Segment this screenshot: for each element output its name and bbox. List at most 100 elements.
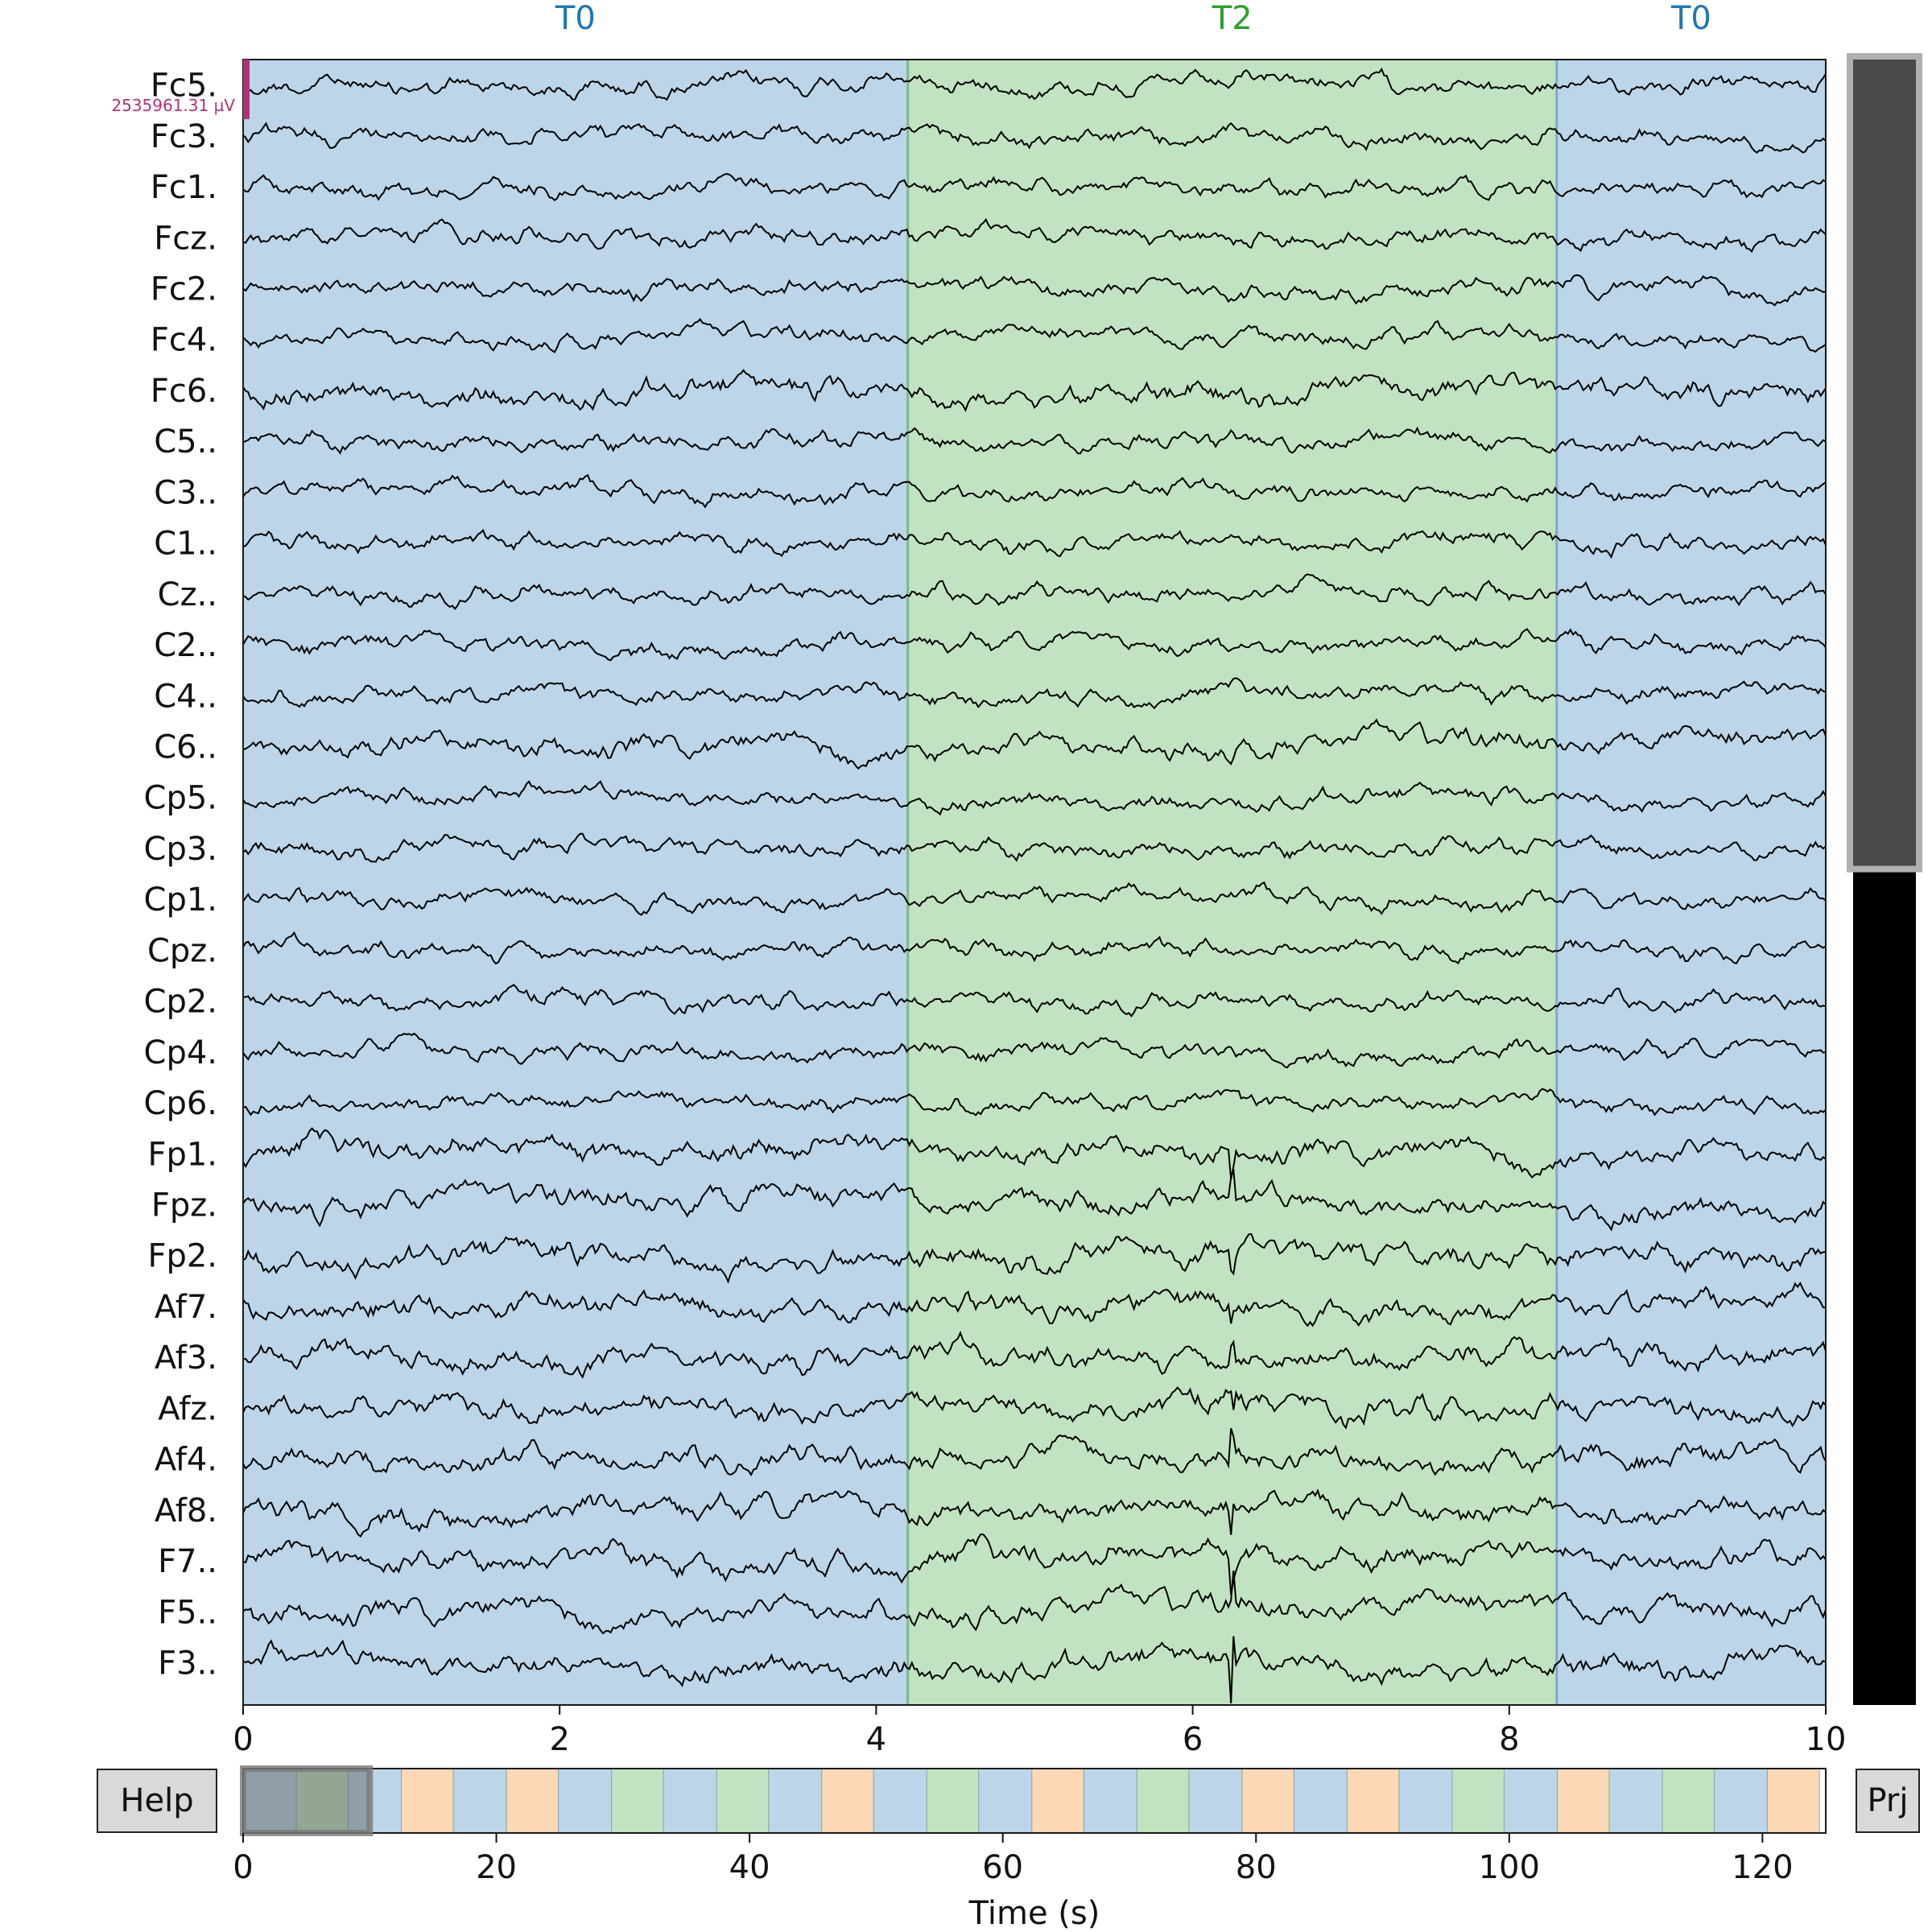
trace-Fc5[interactable] <box>242 67 1827 101</box>
trace-Cp4[interactable] <box>242 1032 1827 1069</box>
trace-C1[interactable] <box>242 529 1827 559</box>
trace-Cp3[interactable] <box>242 832 1827 863</box>
trace-Cz[interactable] <box>242 573 1827 611</box>
channel-label[interactable]: Cpz. <box>147 932 217 969</box>
overview-segment-15[interactable] <box>1031 1768 1084 1834</box>
trace-C6[interactable] <box>242 718 1827 770</box>
overview-segment-3[interactable] <box>401 1768 454 1834</box>
channel-label[interactable]: Af7. <box>155 1289 217 1326</box>
trace-Afz[interactable] <box>242 1386 1827 1430</box>
help-button[interactable]: Help <box>97 1769 217 1833</box>
channel-label[interactable]: Af3. <box>155 1340 217 1377</box>
overview-segment-8[interactable] <box>663 1768 717 1834</box>
overview-segment-27[interactable] <box>1662 1768 1715 1834</box>
trace-Fcz[interactable] <box>242 217 1827 254</box>
trace-Af7[interactable] <box>242 1282 1827 1327</box>
time-overview-bar[interactable]: 0 20 40 60 80 100 120 Time (s) <box>233 1765 1827 1932</box>
channel-label[interactable]: Fc4. <box>151 322 217 359</box>
channel-label[interactable]: Cp2. <box>144 984 217 1021</box>
trace-Af3[interactable] <box>242 1330 1827 1379</box>
channel-label[interactable]: Fc5. <box>151 68 217 105</box>
overview-segment-0[interactable] <box>242 1768 297 1834</box>
trace-Fp2[interactable] <box>242 1232 1827 1284</box>
scrollbar-thumb[interactable] <box>1847 53 1922 873</box>
overview-segment-5[interactable] <box>506 1768 559 1834</box>
trace-Fc3[interactable] <box>242 122 1827 155</box>
channel-label[interactable]: Afz. <box>158 1390 217 1427</box>
annotation-region-0[interactable] <box>243 60 908 1705</box>
trace-C3[interactable] <box>242 473 1827 509</box>
trace-F7[interactable] <box>242 1533 1827 1596</box>
channel-label[interactable]: Fc6. <box>151 373 217 410</box>
trace-C5[interactable] <box>242 426 1827 455</box>
overview-segment-16[interactable] <box>1083 1768 1137 1834</box>
overview-segment-13[interactable] <box>926 1768 980 1834</box>
overview-segment-9[interactable] <box>716 1768 770 1834</box>
plot-frame[interactable] <box>242 59 1827 1706</box>
overview-segment-21[interactable] <box>1346 1768 1400 1834</box>
overview-segment-1[interactable] <box>295 1768 349 1834</box>
overview-segment-6[interactable] <box>558 1768 613 1834</box>
overview-segment-25[interactable] <box>1557 1768 1610 1834</box>
trace-Fp1[interactable] <box>242 1127 1827 1180</box>
channel-label[interactable]: Cp3. <box>144 831 217 868</box>
annotation-region-2[interactable] <box>1556 60 1826 1705</box>
trace-Cp6[interactable] <box>242 1088 1827 1117</box>
trace-F5[interactable] <box>242 1571 1827 1635</box>
overview-segment-2[interactable] <box>348 1768 402 1834</box>
trace-Af4[interactable] <box>242 1428 1827 1477</box>
overview-segment-12[interactable] <box>873 1768 927 1834</box>
channel-label[interactable]: Fp1. <box>147 1136 217 1173</box>
overview-segment-7[interactable] <box>611 1768 664 1834</box>
overview-segment-10[interactable] <box>768 1768 823 1834</box>
trace-Cp5[interactable] <box>242 780 1827 816</box>
channel-label[interactable]: C5.. <box>154 423 217 460</box>
overview-segment-4[interactable] <box>452 1768 507 1834</box>
channel-label[interactable]: C6.. <box>154 729 217 766</box>
channel-label[interactable]: Cz.. <box>158 576 217 613</box>
overview-segment-28[interactable] <box>1714 1768 1769 1834</box>
overview-segment-17[interactable] <box>1136 1768 1190 1834</box>
trace-F3[interactable] <box>242 1636 1827 1704</box>
overview-segment-11[interactable] <box>821 1768 874 1834</box>
channel-label[interactable]: C1.. <box>154 526 217 563</box>
overview-segment-24[interactable] <box>1504 1768 1558 1834</box>
channel-label[interactable]: Fcz. <box>154 220 217 257</box>
channel-label[interactable]: Cp6. <box>144 1085 217 1122</box>
channel-label[interactable]: C3.. <box>154 474 217 511</box>
overview-segment-20[interactable] <box>1293 1768 1348 1834</box>
trace-Af8[interactable] <box>242 1488 1827 1538</box>
overview-segment-14[interactable] <box>978 1768 1033 1834</box>
overview-segment-22[interactable] <box>1398 1768 1453 1834</box>
channel-label[interactable]: Af8. <box>155 1492 217 1530</box>
projectors-button[interactable]: Prj <box>1856 1769 1920 1833</box>
trace-C2[interactable] <box>242 628 1827 662</box>
trace-Fc2[interactable] <box>242 274 1827 307</box>
trace-Fpz[interactable] <box>242 1169 1827 1232</box>
channel-scrollbar[interactable] <box>1847 53 1922 1705</box>
channel-label[interactable]: C4.. <box>154 678 217 715</box>
channel-label[interactable]: F3.. <box>158 1645 217 1682</box>
channel-label[interactable]: F5.. <box>158 1594 217 1631</box>
trace-Cp1[interactable] <box>242 881 1827 916</box>
overview-segment-18[interactable] <box>1188 1768 1243 1834</box>
channel-label[interactable]: Cp1. <box>144 881 217 919</box>
trace-C4[interactable] <box>242 677 1827 710</box>
channel-label[interactable]: Fp2. <box>147 1238 217 1275</box>
overview-segment-19[interactable] <box>1241 1768 1294 1834</box>
overview-view-window[interactable] <box>240 1765 374 1836</box>
trace-Fc1[interactable] <box>242 173 1827 201</box>
trace-Fc6[interactable] <box>242 369 1827 412</box>
channel-labels[interactable]: Fc5. Fc3. Fc1. Fcz. Fc2. Fc4. Fc6. C5.. C3.. C1..… <box>144 68 217 1682</box>
overview-segments[interactable] <box>242 1768 1820 1834</box>
channel-label[interactable]: Cp5. <box>144 780 217 817</box>
channel-label[interactable]: C2.. <box>154 627 217 664</box>
channel-label[interactable]: Fc3. <box>151 118 217 155</box>
channel-label[interactable]: Fc1. <box>151 169 217 206</box>
overview-segment-26[interactable] <box>1608 1768 1663 1834</box>
channel-label[interactable]: F7.. <box>158 1543 217 1580</box>
trace-Cp2[interactable] <box>242 984 1827 1018</box>
channel-label[interactable]: Cp4. <box>144 1034 217 1071</box>
trace-Cpz[interactable] <box>242 931 1827 965</box>
channel-label[interactable]: Fpz. <box>151 1187 217 1224</box>
